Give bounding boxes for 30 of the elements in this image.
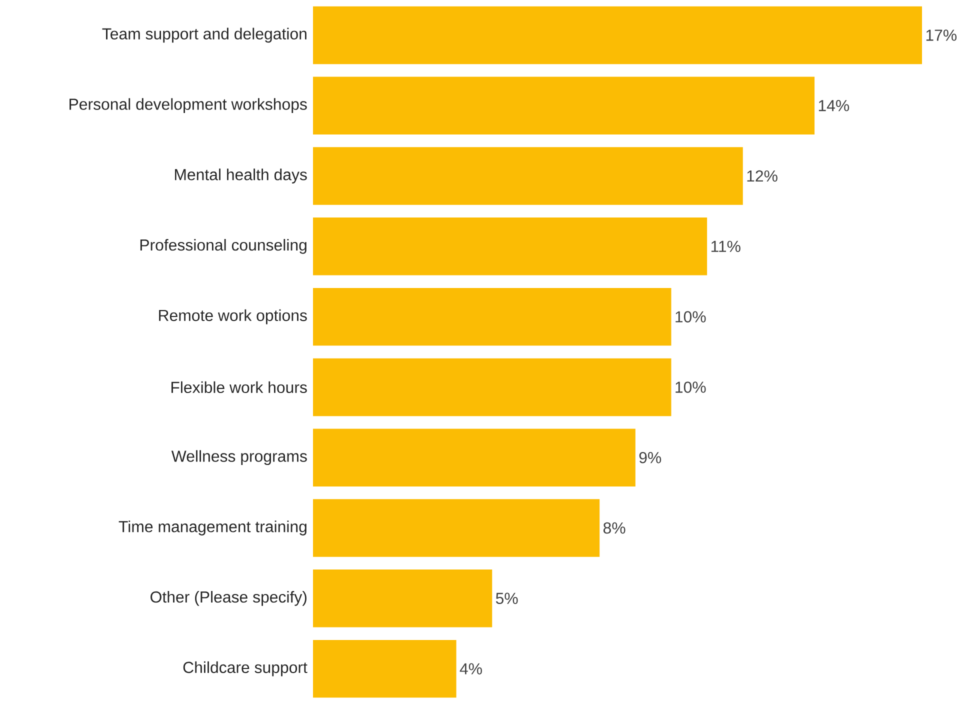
data-label: 17% xyxy=(926,30,957,41)
bar xyxy=(313,358,672,416)
bar xyxy=(313,6,922,64)
data-label: 14% xyxy=(818,100,850,112)
y-tick-label: Childcare support xyxy=(183,661,308,676)
bar xyxy=(313,570,492,628)
y-tick-label: Time management training xyxy=(118,520,306,536)
data-label: 5% xyxy=(496,592,518,604)
bar xyxy=(313,76,815,134)
data-label: 12% xyxy=(747,170,778,182)
bar xyxy=(313,147,743,205)
data-label: 4% xyxy=(460,663,482,674)
y-tick-label: Mental health days xyxy=(174,168,307,184)
y-tick-label: Personal development workshops xyxy=(70,98,307,114)
y-tick-label: Wellness programs xyxy=(171,450,307,466)
y-tick-label: Team support and delegation xyxy=(102,28,306,43)
bar xyxy=(313,499,600,557)
y-tick-label: Professional counseling xyxy=(140,238,306,254)
y-tick-label: Remote work options xyxy=(159,309,307,324)
data-label: 9% xyxy=(639,452,662,464)
data-label: 10% xyxy=(676,311,706,322)
bar xyxy=(313,640,456,698)
bar xyxy=(313,218,708,276)
y-tick-label: Other (Please specify) xyxy=(150,590,306,606)
bar xyxy=(313,288,672,346)
bar xyxy=(313,428,636,486)
data-label: 11% xyxy=(711,240,740,252)
data-label: 10% xyxy=(676,382,706,393)
data-label: 8% xyxy=(603,522,626,534)
y-tick-label: Flexible work hours xyxy=(171,381,307,394)
